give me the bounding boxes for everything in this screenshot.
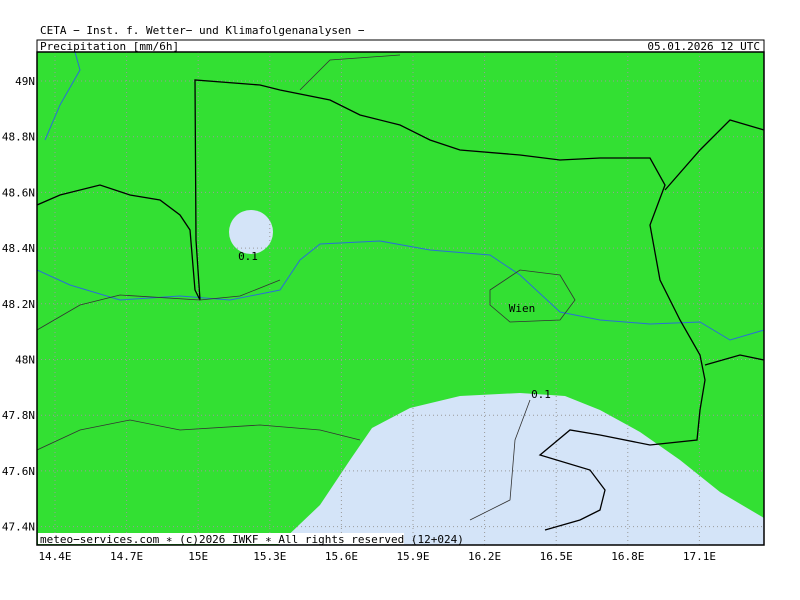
border [704, 354, 764, 366]
river [37, 240, 764, 341]
river [44, 52, 81, 141]
longitude-label: 16.8E [611, 550, 644, 563]
parameter-label: Precipitation_[mm/6h] [40, 40, 179, 53]
copyright: meteo−services.com ∗ (c)2026 IWKF ∗ All … [40, 533, 464, 546]
latitude-label: 47.8N [2, 409, 35, 422]
dry-area [278, 393, 764, 545]
valid-time: 05.01.2026 12 UTC [647, 40, 760, 53]
dry-area [229, 210, 273, 254]
latitude-label: 48.8N [2, 131, 35, 144]
map-area [37, 52, 764, 545]
latitude-label: 47.4N [2, 521, 35, 534]
longitude-label: 15.9E [396, 550, 429, 563]
footer-box [38, 533, 404, 544]
longitude-label: 17.1E [683, 550, 716, 563]
contour-label: 0.1 [531, 388, 551, 401]
border [37, 79, 706, 531]
latitude-label: 47.6N [2, 465, 35, 478]
longitude-label: 15E [188, 550, 208, 563]
latitude-label: 48N [15, 354, 35, 367]
city-label: Wien [509, 302, 536, 315]
contour-label: 0.1 [238, 250, 258, 263]
latitude-label: 48.4N [2, 242, 35, 255]
longitude-label: 16.2E [468, 550, 501, 563]
institute-title: CETA − Inst. f. Wetter− und Klimafolgena… [40, 24, 365, 37]
border [664, 119, 764, 191]
region-boundary [37, 54, 576, 521]
latitude-label: 48.2N [2, 298, 35, 311]
latitude-label: 49N [15, 75, 35, 88]
longitude-label: 15.3E [253, 550, 286, 563]
map-frame [36, 51, 765, 546]
longitude-label: 15.6E [325, 550, 358, 563]
longitude-label: 14.4E [38, 550, 71, 563]
latitude-label: 48.6N [2, 186, 35, 199]
longitude-label: 14.7E [110, 550, 143, 563]
longitude-label: 16.5E [540, 550, 573, 563]
